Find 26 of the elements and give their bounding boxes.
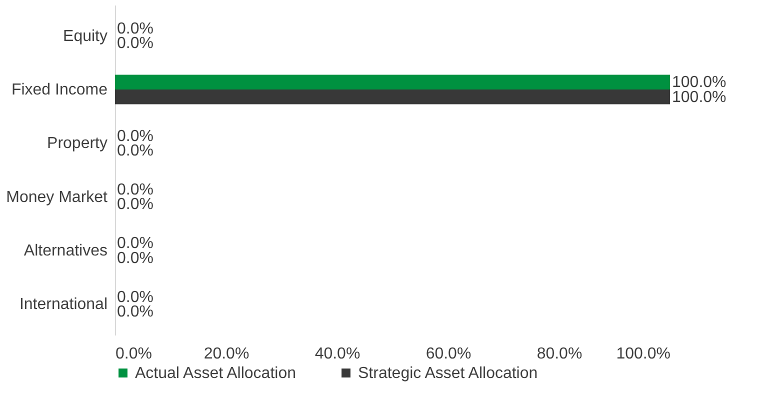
data-label: 0.0%: [117, 128, 154, 145]
data-label: 0.0%: [117, 235, 154, 252]
y-tick-label: Alternatives: [24, 242, 108, 260]
x-tick-label: 80.0%: [536, 346, 582, 362]
x-tick-label: 0.0%: [116, 346, 152, 362]
data-label: 0.0%: [117, 250, 154, 267]
y-tick-label: International: [19, 296, 108, 314]
data-label: 0.0%: [117, 20, 154, 38]
data-label: 0.0%: [117, 35, 154, 52]
x-tick-label: 20.0%: [204, 346, 250, 362]
x-tick-label: 100.0%: [616, 346, 670, 362]
legend-label: Actual Asset Allocation: [135, 365, 296, 382]
y-tick-label: Equity: [63, 28, 108, 45]
data-label: 0.0%: [117, 304, 154, 321]
y-tick-label: Fixed Income: [11, 82, 108, 99]
x-tick-label: 60.0%: [426, 346, 472, 362]
data-label: 100.0%: [672, 74, 726, 92]
legend-label: Strategic Asset Allocation: [358, 365, 538, 382]
data-label: 0.0%: [117, 288, 154, 306]
data-label: 0.0%: [117, 142, 154, 160]
x-tick-label: 40.0%: [314, 346, 360, 362]
data-label: 0.0%: [117, 181, 154, 198]
data-label: 100.0%: [672, 88, 726, 106]
y-tick-label: Property: [47, 135, 108, 152]
data-label: 0.0%: [117, 196, 154, 214]
y-tick-label: Money Market: [6, 188, 108, 206]
